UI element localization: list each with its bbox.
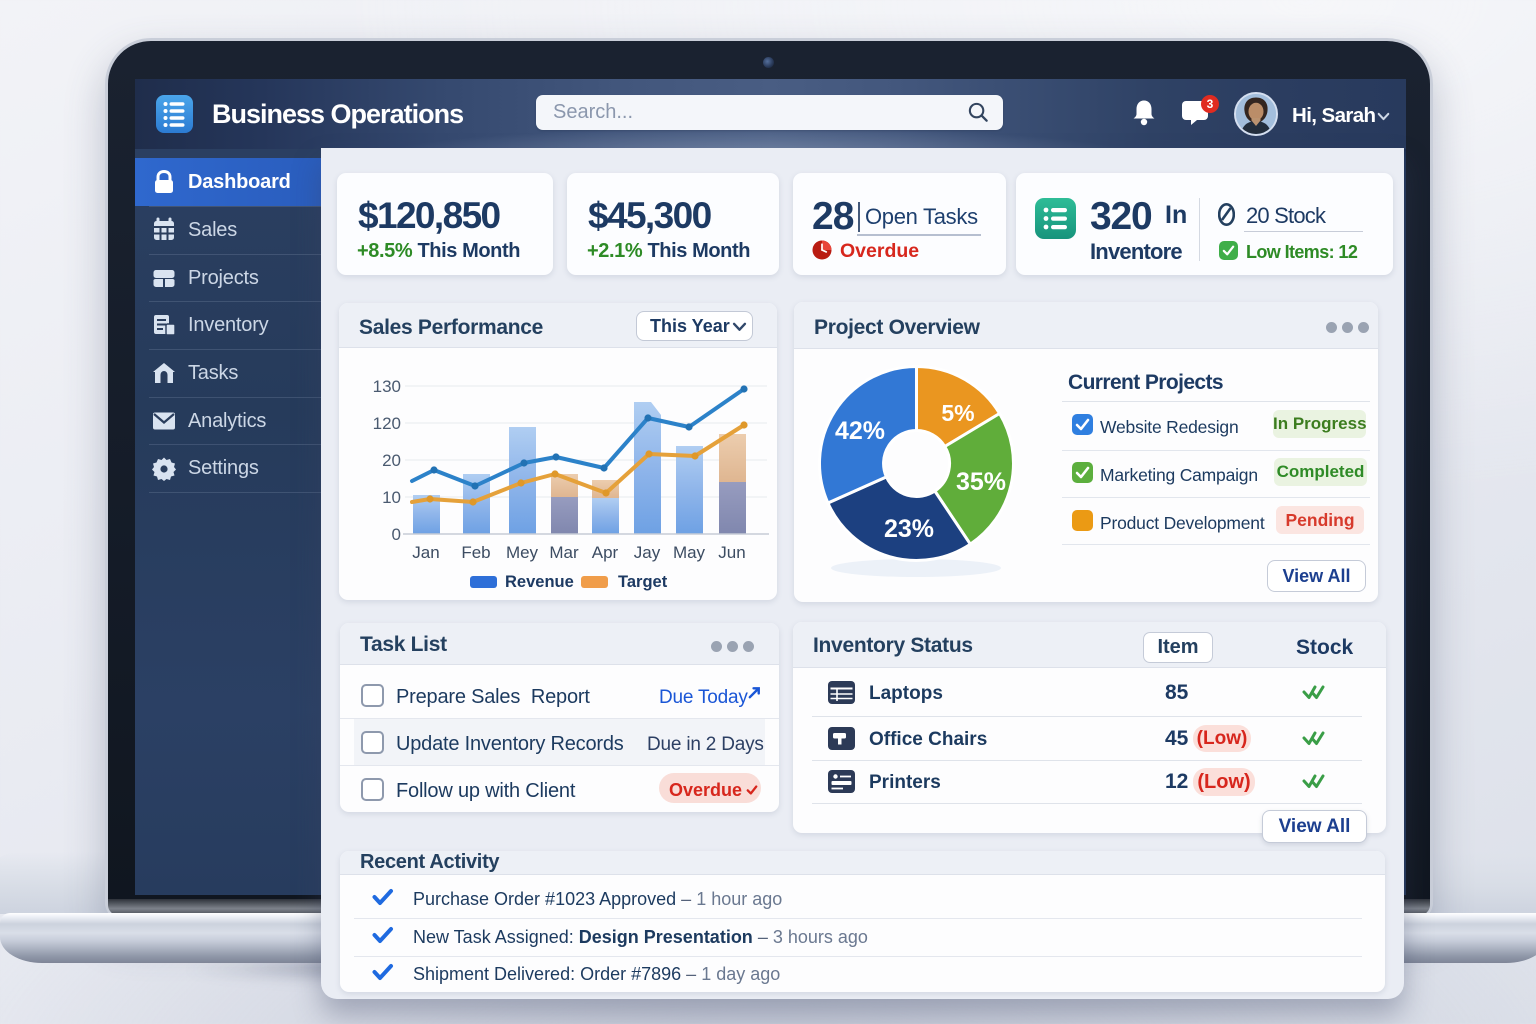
- svg-text:120: 120: [373, 414, 401, 433]
- svg-text:Apr: Apr: [592, 543, 619, 562]
- svg-text:Jan: Jan: [412, 543, 439, 562]
- svg-text:42%: 42%: [835, 417, 885, 445]
- svg-text:Mar: Mar: [549, 543, 579, 562]
- svg-text:0: 0: [392, 525, 401, 544]
- svg-text:Mey: Mey: [506, 543, 539, 562]
- svg-text:Jay: Jay: [634, 543, 661, 562]
- svg-text:Revenue: Revenue: [505, 573, 574, 591]
- svg-text:5%: 5%: [941, 400, 974, 426]
- svg-text:Jun: Jun: [718, 543, 745, 562]
- svg-text:130: 130: [373, 377, 401, 396]
- svg-text:20: 20: [382, 451, 401, 470]
- svg-text:10: 10: [382, 488, 401, 507]
- svg-text:Target: Target: [618, 573, 668, 591]
- svg-text:23%: 23%: [884, 515, 934, 543]
- svg-text:Feb: Feb: [461, 543, 490, 562]
- svg-text:May: May: [673, 543, 706, 562]
- svg-text:35%: 35%: [956, 468, 1006, 496]
